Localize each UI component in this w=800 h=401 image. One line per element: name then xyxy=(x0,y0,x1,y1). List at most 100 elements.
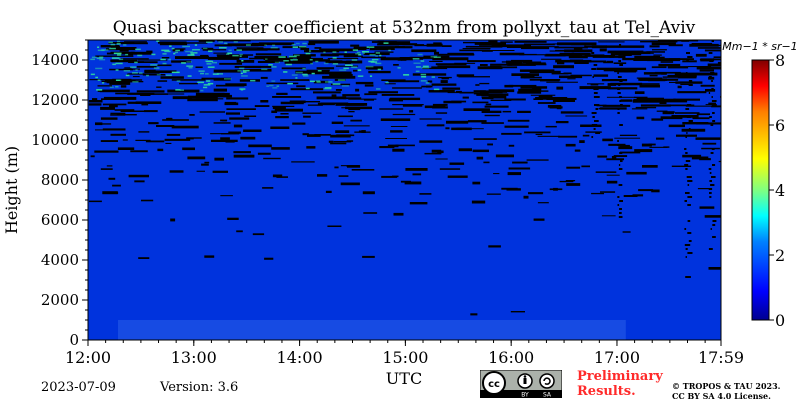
y-tick-label: 14000 xyxy=(31,51,79,69)
missing-data-streak xyxy=(331,121,344,124)
missing-data-streak xyxy=(254,56,288,58)
missing-data-streak xyxy=(108,41,135,44)
missing-data-streak xyxy=(348,98,377,100)
noise-speck xyxy=(162,53,167,55)
missing-data-streak xyxy=(330,142,347,145)
missing-data-column xyxy=(593,64,598,66)
missing-data-column xyxy=(618,60,621,62)
missing-data-streak xyxy=(419,193,432,195)
missing-data-column xyxy=(591,112,597,114)
noise-speck xyxy=(219,47,227,49)
missing-data-streak xyxy=(120,58,149,60)
missing-data-streak xyxy=(274,108,303,112)
missing-data-streak xyxy=(449,162,465,165)
missing-data-streak xyxy=(537,202,549,204)
missing-data-streak xyxy=(663,146,670,148)
missing-data-streak xyxy=(538,95,553,98)
missing-data-streak xyxy=(313,80,329,84)
missing-data-streak xyxy=(266,82,299,85)
missing-data-streak xyxy=(320,102,349,105)
missing-data-column xyxy=(712,224,716,226)
missing-data-streak xyxy=(529,79,561,81)
missing-data-streak xyxy=(656,137,665,140)
missing-data-column xyxy=(595,132,601,134)
noise-speck xyxy=(376,88,381,90)
noise-speck xyxy=(370,61,378,63)
missing-data-streak xyxy=(501,132,522,135)
missing-data-streak xyxy=(199,111,225,113)
missing-data-streak xyxy=(186,137,202,139)
missing-data-streak xyxy=(651,66,667,69)
missing-data-streak xyxy=(580,124,602,127)
noise-speck xyxy=(310,80,315,83)
missing-data-streak xyxy=(132,76,140,78)
missing-data-streak xyxy=(437,65,471,69)
missing-data-streak xyxy=(464,128,484,130)
missing-data-streak xyxy=(335,65,359,67)
noise-speck xyxy=(241,60,244,62)
missing-data-streak xyxy=(164,138,191,141)
missing-data-streak xyxy=(137,59,168,61)
noise-speck xyxy=(212,73,219,75)
missing-data-streak xyxy=(303,115,311,118)
missing-data-column xyxy=(686,52,690,54)
missing-data-streak xyxy=(201,163,209,166)
plot-area xyxy=(88,40,721,340)
noise-speck xyxy=(296,42,300,45)
missing-data-streak xyxy=(338,175,349,177)
missing-data-streak xyxy=(671,165,692,167)
missing-data-streak xyxy=(551,73,569,75)
missing-data-streak xyxy=(481,93,500,97)
missing-data-streak xyxy=(361,56,386,59)
noise-speck xyxy=(228,49,232,52)
missing-data-column xyxy=(686,104,692,106)
noise-speck xyxy=(156,73,161,76)
missing-data-streak xyxy=(695,53,707,57)
missing-data-streak xyxy=(364,93,378,96)
missing-data-streak xyxy=(201,77,231,80)
missing-data-streak xyxy=(696,66,721,70)
missing-data-streak xyxy=(272,96,302,98)
missing-data-streak xyxy=(144,110,158,113)
missing-data-streak xyxy=(517,91,542,94)
missing-data-streak xyxy=(699,69,714,72)
missing-data-streak xyxy=(590,84,599,86)
noise-speck xyxy=(198,70,205,72)
missing-data-streak xyxy=(172,96,192,100)
missing-data-streak xyxy=(526,159,549,161)
missing-data-streak xyxy=(647,58,681,62)
missing-data-streak xyxy=(585,131,602,133)
missing-data-column xyxy=(709,172,712,174)
missing-data-streak xyxy=(606,158,624,161)
missing-data-streak xyxy=(651,118,664,121)
missing-data-streak xyxy=(243,68,272,72)
missing-data-streak xyxy=(573,47,583,50)
missing-data-streak xyxy=(88,100,103,103)
noise-speck xyxy=(345,64,353,66)
missing-data-column xyxy=(591,52,595,54)
missing-data-streak xyxy=(97,85,112,87)
missing-data-streak xyxy=(610,53,642,56)
missing-data-streak xyxy=(465,45,499,48)
missing-data-column xyxy=(685,256,687,258)
noise-speck xyxy=(302,73,308,76)
missing-data-streak xyxy=(611,156,617,159)
missing-data-columns xyxy=(591,40,717,278)
noise-speck xyxy=(413,62,421,64)
noise-speck xyxy=(135,69,138,71)
missing-data-streak xyxy=(635,106,657,109)
missing-data-streak xyxy=(240,136,256,140)
missing-data-streak xyxy=(545,53,574,55)
missing-data-streak xyxy=(623,195,638,197)
missing-data-streak xyxy=(435,112,448,114)
missing-data-streak xyxy=(506,60,523,64)
noise-speck xyxy=(383,42,389,44)
missing-data-streak xyxy=(100,168,113,170)
missing-data-streak xyxy=(170,218,176,222)
missing-data-streak xyxy=(493,173,500,175)
missing-data-streak xyxy=(409,202,428,205)
missing-data-streak xyxy=(412,73,447,76)
missing-data-streak xyxy=(431,66,441,69)
missing-data-streak xyxy=(653,54,662,56)
missing-data-streak xyxy=(458,148,472,152)
